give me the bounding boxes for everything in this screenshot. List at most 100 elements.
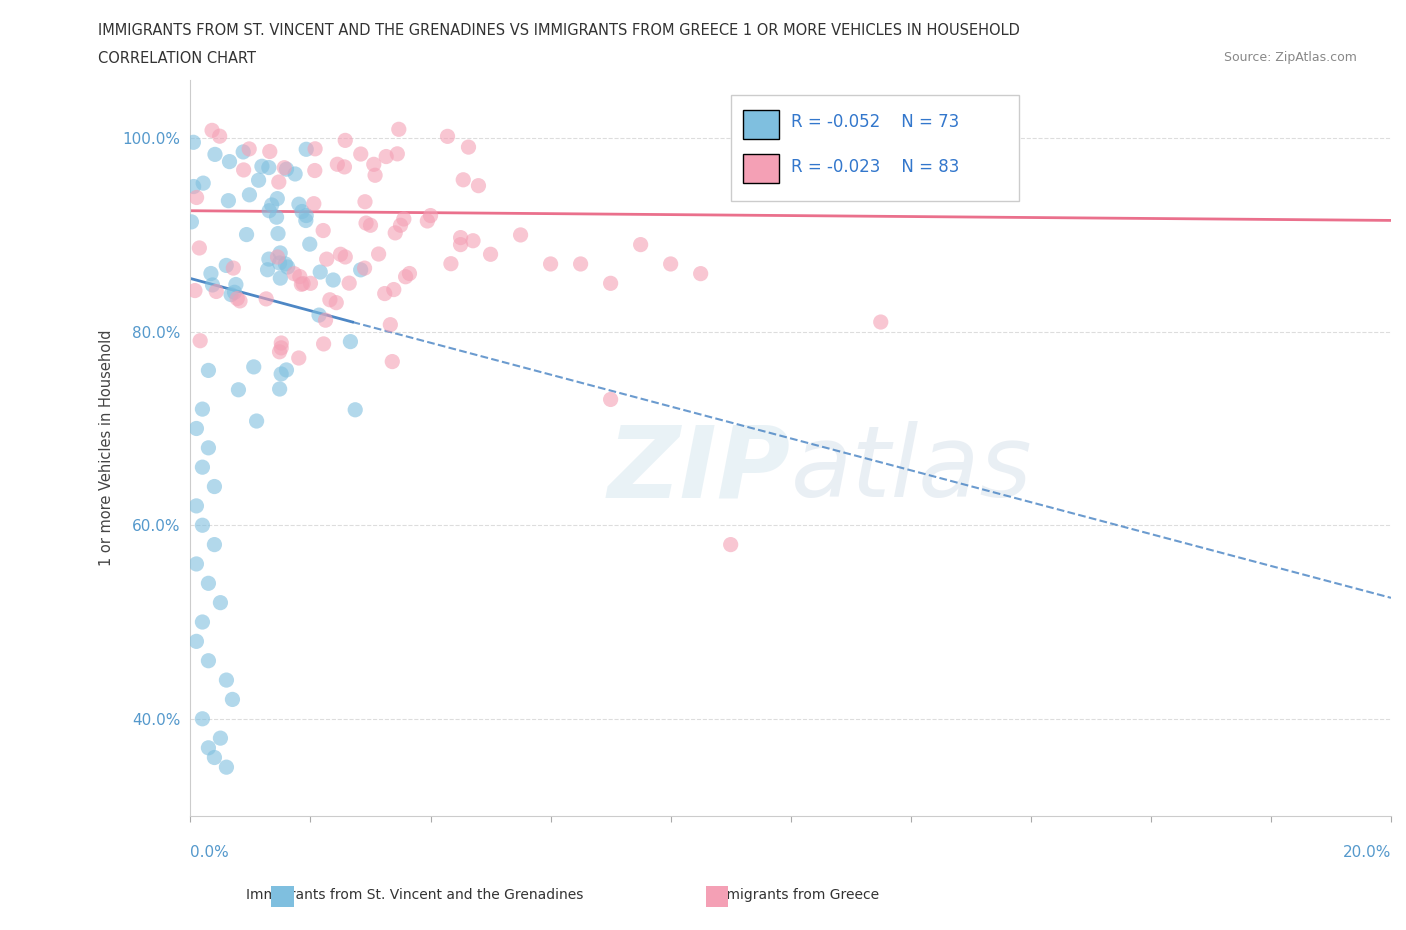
Point — [188, 241, 211, 256]
Point — [266, 210, 288, 225]
Text: Source: ZipAtlas.com: Source: ZipAtlas.com — [1223, 51, 1357, 64]
Point — [197, 576, 219, 591]
Point — [479, 246, 502, 261]
Point — [659, 257, 682, 272]
Point — [205, 284, 228, 299]
Point — [436, 129, 458, 144]
Point — [267, 175, 290, 190]
Point — [382, 282, 405, 297]
Point — [380, 317, 402, 332]
Point — [326, 157, 349, 172]
Point — [224, 285, 246, 299]
Point — [291, 204, 314, 219]
Point — [295, 142, 318, 157]
Point — [353, 260, 375, 275]
Point — [290, 277, 312, 292]
Point — [304, 163, 326, 178]
Point — [364, 167, 387, 182]
Point — [257, 252, 280, 267]
Point — [315, 252, 337, 267]
Point — [269, 381, 291, 396]
Point — [312, 223, 335, 238]
Point — [200, 266, 222, 281]
FancyBboxPatch shape — [742, 153, 779, 183]
Point — [299, 276, 322, 291]
Point — [276, 363, 298, 378]
Point — [416, 214, 439, 229]
Point — [599, 392, 621, 407]
Point — [389, 218, 412, 232]
Point — [569, 257, 592, 272]
Point — [245, 414, 267, 429]
Point — [325, 295, 347, 310]
Point — [450, 230, 472, 245]
Point — [375, 149, 398, 164]
Point — [283, 266, 305, 281]
Point — [419, 208, 441, 223]
Point — [209, 595, 232, 610]
Point — [232, 163, 254, 178]
Point — [689, 266, 711, 281]
Point — [186, 498, 208, 513]
Point — [388, 122, 411, 137]
Point — [215, 672, 238, 687]
Point — [292, 276, 315, 291]
Point — [630, 237, 652, 252]
Point — [247, 173, 270, 188]
Point — [183, 135, 205, 150]
Text: CORRELATION CHART: CORRELATION CHART — [98, 51, 256, 66]
Point — [274, 257, 297, 272]
Point — [197, 441, 219, 456]
Point — [222, 260, 245, 275]
Point — [322, 272, 344, 287]
Point — [270, 366, 292, 381]
Point — [599, 276, 621, 291]
FancyBboxPatch shape — [731, 95, 1019, 202]
Point — [350, 147, 373, 162]
Point — [266, 249, 288, 264]
Point — [298, 237, 321, 252]
Point — [186, 556, 208, 571]
Point — [254, 291, 277, 306]
Point — [242, 360, 264, 375]
Text: R = -0.023    N = 83: R = -0.023 N = 83 — [790, 158, 959, 176]
Point — [215, 760, 238, 775]
Point — [215, 258, 238, 272]
Point — [273, 160, 295, 175]
Point — [201, 277, 224, 292]
Point — [284, 166, 307, 181]
Point — [329, 246, 352, 261]
Point — [191, 711, 214, 726]
Point — [315, 312, 337, 327]
Point — [218, 154, 240, 169]
Point — [398, 266, 420, 281]
Point — [394, 270, 416, 285]
Point — [335, 133, 357, 148]
Point — [540, 257, 562, 272]
Point — [337, 275, 360, 290]
Point — [226, 291, 249, 306]
Point — [197, 740, 219, 755]
Point — [267, 226, 290, 241]
Point — [204, 479, 226, 494]
Point — [360, 218, 382, 232]
Point — [180, 215, 202, 230]
Point — [440, 257, 463, 272]
Point — [204, 751, 226, 765]
Point — [277, 259, 299, 274]
Text: ZIP: ZIP — [607, 421, 790, 518]
Point — [270, 336, 292, 351]
Text: 20.0%: 20.0% — [1343, 845, 1391, 860]
Point — [288, 197, 311, 212]
Point — [191, 615, 214, 630]
Point — [335, 249, 357, 264]
Point — [235, 227, 257, 242]
Point — [381, 354, 404, 369]
Point — [238, 187, 260, 202]
Point — [238, 141, 260, 156]
Point — [720, 538, 742, 552]
Point — [295, 213, 318, 228]
Point — [461, 233, 484, 248]
Point — [457, 140, 479, 154]
Point — [467, 179, 489, 193]
